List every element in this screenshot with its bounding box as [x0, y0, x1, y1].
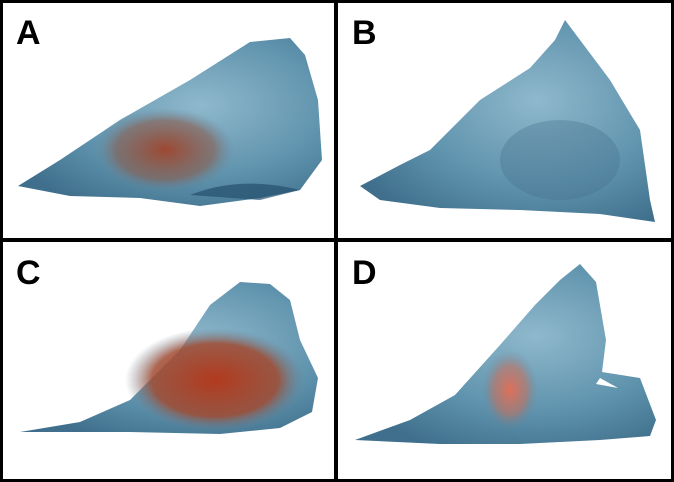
stain — [125, 328, 305, 432]
notch — [596, 378, 618, 388]
panel-label: D — [352, 254, 377, 292]
panel-label: C — [16, 254, 41, 292]
panel-c: C — [16, 254, 318, 434]
panel-label: A — [16, 14, 41, 52]
panel-label: B — [352, 14, 377, 52]
stain — [482, 350, 538, 430]
panel-d: D — [352, 254, 656, 444]
panel-b: B — [352, 14, 655, 222]
region — [500, 120, 620, 200]
edge — [190, 183, 300, 200]
stain — [95, 108, 235, 192]
tissue — [360, 20, 655, 222]
panel-a: A — [16, 14, 322, 206]
